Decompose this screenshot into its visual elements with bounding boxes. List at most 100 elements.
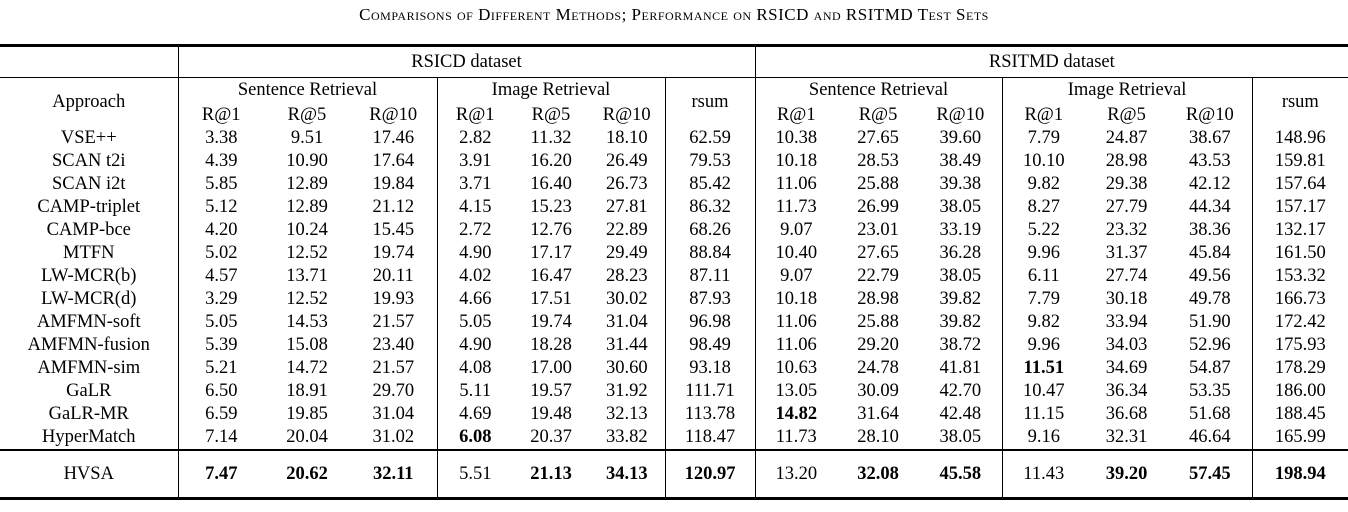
value-cell: 33.19 bbox=[939, 220, 982, 240]
table-row: AMFMN-fusion 5.39 15.08 23.40 4.90 18.28 31.44… bbox=[0, 334, 1348, 357]
value-cell: 5.05 bbox=[177, 311, 264, 334]
value-cell: 7.14 bbox=[177, 426, 264, 450]
value-cell: 14.82 bbox=[754, 403, 838, 426]
table-row: MTFN 5.02 12.52 19.74 4.90 17.17 29.49 88.84 10.… bbox=[0, 242, 1348, 265]
value-cell: 29.20 bbox=[857, 335, 899, 355]
value-cell: 20.37 bbox=[530, 427, 572, 447]
value-cell: 31.04 bbox=[605, 312, 648, 332]
value-cell: 18.10 bbox=[605, 128, 648, 148]
value-cell: 44.34 bbox=[1188, 197, 1231, 217]
value-cell: 3.91 bbox=[436, 150, 513, 173]
value-cell: 5.22 bbox=[1001, 219, 1086, 242]
metric-header-r5: R@5 bbox=[287, 104, 327, 125]
results-table: RSICD dataset RSITMD dataset Approach Se… bbox=[0, 44, 1348, 500]
dataset-header-row: RSICD dataset RSITMD dataset bbox=[0, 45, 1348, 78]
value-cell: 11.15 bbox=[1001, 403, 1086, 426]
group-header-sentence-rsicd: Sentence Retrieval bbox=[177, 77, 437, 103]
value-cell: 165.99 bbox=[1251, 426, 1348, 450]
approach-cell: SCAN t2i bbox=[51, 151, 126, 171]
value-cell: 22.89 bbox=[605, 220, 648, 240]
value-cell: 5.05 bbox=[436, 311, 513, 334]
value-cell: 51.90 bbox=[1188, 312, 1231, 332]
table-row: GaLR-MR 6.59 19.85 31.04 4.69 19.48 32.13 113.7… bbox=[0, 403, 1348, 426]
value-cell: 79.53 bbox=[664, 150, 756, 173]
approach-cell: HVSA bbox=[0, 449, 178, 499]
value-cell: 17.51 bbox=[530, 289, 572, 309]
value-cell: 9.07 bbox=[754, 219, 838, 242]
value-cell: 11.51 bbox=[1001, 357, 1086, 380]
value-cell: 45.84 bbox=[1188, 243, 1231, 263]
value-cell: 19.93 bbox=[372, 289, 415, 309]
approach-cell: AMFMN-soft bbox=[36, 312, 141, 332]
value-cell: 4.20 bbox=[177, 219, 264, 242]
value-cell: 30.09 bbox=[857, 381, 899, 401]
value-cell: 19.84 bbox=[372, 174, 415, 194]
value-cell: 4.69 bbox=[436, 403, 513, 426]
value-cell: 9.51 bbox=[290, 128, 324, 148]
value-cell: 68.26 bbox=[664, 219, 756, 242]
value-cell: 28.98 bbox=[1105, 151, 1148, 171]
table-row: CAMP-triplet 5.12 12.89 21.12 4.15 15.23 27.81… bbox=[0, 196, 1348, 219]
value-cell: 39.60 bbox=[939, 128, 982, 148]
value-cell: 18.91 bbox=[286, 381, 328, 401]
metric-header-r10: R@10 bbox=[369, 104, 418, 125]
value-cell: 4.02 bbox=[436, 265, 513, 288]
value-cell: 87.11 bbox=[664, 265, 756, 288]
value-cell: 111.71 bbox=[664, 380, 756, 403]
value-cell: 17.17 bbox=[530, 243, 572, 263]
value-cell: 7.79 bbox=[1001, 127, 1086, 150]
value-cell: 23.32 bbox=[1105, 220, 1148, 240]
approach-cell: CAMP-triplet bbox=[37, 197, 141, 217]
value-cell: 21.13 bbox=[513, 449, 589, 499]
value-cell: 12.89 bbox=[286, 197, 328, 217]
value-cell: 19.85 bbox=[286, 404, 328, 424]
value-cell: 28.98 bbox=[857, 289, 899, 309]
value-cell: 28.23 bbox=[605, 266, 648, 286]
table-row: AMFMN-soft 5.05 14.53 21.57 5.05 19.74 31.04 96… bbox=[0, 311, 1348, 334]
value-cell: 38.05 bbox=[939, 266, 982, 286]
group-header-image-rsitmd: Image Retrieval bbox=[1001, 77, 1253, 103]
rsum-column-header-rsicd: rsum bbox=[664, 77, 756, 127]
value-cell: 31.92 bbox=[605, 381, 648, 401]
value-cell: 5.21 bbox=[177, 357, 264, 380]
value-cell: 15.45 bbox=[372, 220, 415, 240]
group-header-sentence-rsitmd: Sentence Retrieval bbox=[808, 80, 949, 100]
approach-cell: GaLR-MR bbox=[48, 404, 129, 424]
metric-header-r1: R@1 bbox=[1001, 103, 1086, 127]
metric-header-r1: R@1 bbox=[754, 103, 838, 127]
value-cell: 17.00 bbox=[530, 358, 572, 378]
value-cell: 9.07 bbox=[754, 265, 838, 288]
rsum-column-header-rsitmd: rsum bbox=[1251, 77, 1348, 127]
value-cell: 38.05 bbox=[939, 197, 982, 217]
value-cell: 96.98 bbox=[664, 311, 756, 334]
metric-header-r10: R@10 bbox=[1185, 104, 1234, 125]
value-cell: 21.12 bbox=[372, 197, 415, 217]
value-cell: 39.82 bbox=[939, 289, 982, 309]
value-cell: 57.45 bbox=[1168, 449, 1253, 499]
value-cell: 31.44 bbox=[605, 335, 648, 355]
value-cell: 38.49 bbox=[939, 151, 982, 171]
approach-cell: LW-MCR(d) bbox=[41, 289, 137, 309]
value-cell: 3.71 bbox=[436, 173, 513, 196]
value-cell: 26.49 bbox=[605, 151, 648, 171]
value-cell: 26.99 bbox=[857, 197, 899, 217]
value-cell: 34.03 bbox=[1105, 335, 1148, 355]
metric-header-r10: R@10 bbox=[602, 104, 651, 125]
approach-cell: HyperMatch bbox=[42, 427, 136, 447]
value-cell: 11.73 bbox=[754, 426, 838, 450]
value-cell: 166.73 bbox=[1251, 288, 1348, 311]
value-cell: 23.01 bbox=[857, 220, 899, 240]
value-cell: 33.82 bbox=[605, 427, 648, 447]
value-cell: 11.06 bbox=[754, 334, 838, 357]
value-cell: 10.18 bbox=[754, 150, 838, 173]
value-cell: 3.38 bbox=[177, 127, 264, 150]
value-cell: 188.45 bbox=[1251, 403, 1348, 426]
value-cell: 5.51 bbox=[436, 449, 513, 499]
value-cell: 20.11 bbox=[372, 266, 414, 286]
value-cell: 10.38 bbox=[754, 127, 838, 150]
table-row: SCAN i2t 5.85 12.89 19.84 3.71 16.40 26.73 85.4… bbox=[0, 173, 1348, 196]
table-row-hvsa: HVSA 7.47 20.62 32.11 5.51 21.13 34.13 120.97 13… bbox=[0, 449, 1348, 499]
value-cell: 53.35 bbox=[1188, 381, 1231, 401]
value-cell: 15.23 bbox=[530, 197, 572, 217]
value-cell: 9.82 bbox=[1001, 311, 1086, 334]
